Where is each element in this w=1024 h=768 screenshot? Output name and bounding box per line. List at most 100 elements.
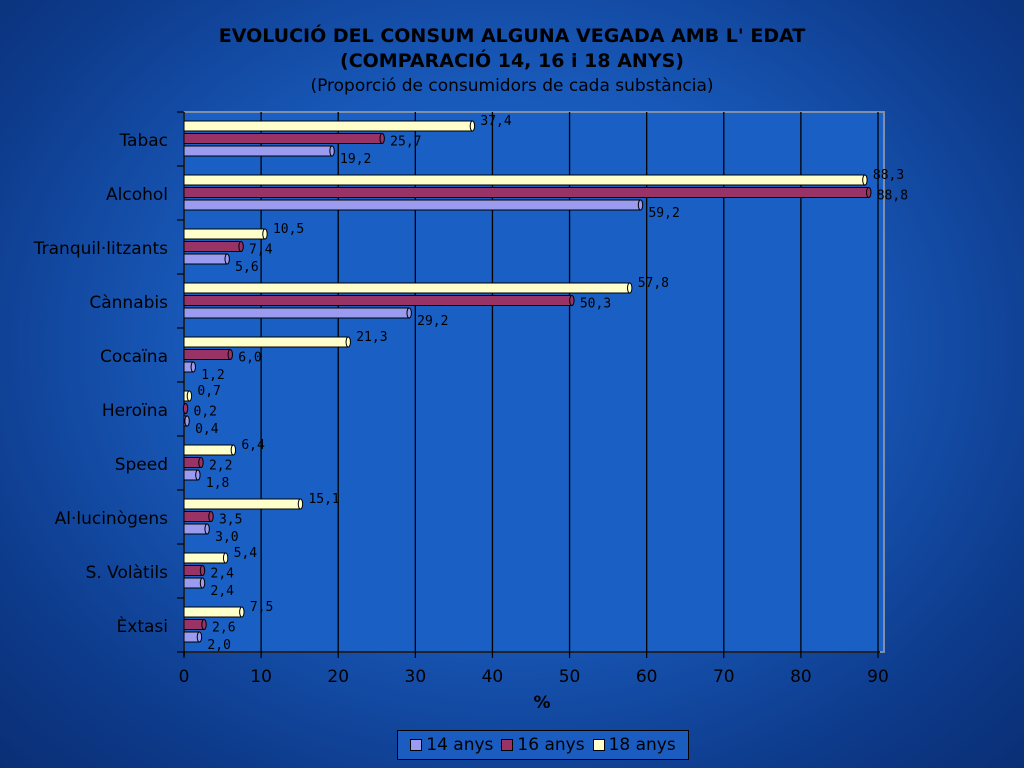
- bar-cap: [201, 619, 207, 630]
- category-label: Heroïna: [102, 401, 168, 421]
- data-label: 10,5: [273, 222, 304, 237]
- data-label: 2,4: [211, 567, 235, 582]
- x-axis-label: %: [533, 693, 550, 713]
- bar-16-anys: [183, 133, 383, 144]
- bar-18-anys: [183, 228, 266, 240]
- bar-14-anys: [183, 253, 228, 265]
- data-label: 50,3: [580, 297, 611, 312]
- legend-swatch-16: [501, 739, 514, 751]
- legend-swatch-14: [410, 739, 423, 751]
- data-label: 19,2: [340, 152, 371, 167]
- data-label: 88,3: [873, 168, 904, 183]
- category-label: Tabac: [118, 131, 168, 151]
- bar-cap: [345, 336, 351, 348]
- bar-18-anys: [183, 552, 227, 564]
- bar-cap: [230, 444, 237, 456]
- bar-16-anys: [183, 565, 204, 576]
- bar-cap: [238, 241, 244, 252]
- bar-14-anys: [183, 145, 333, 157]
- bar-cap: [208, 511, 214, 522]
- bar-cap: [227, 349, 233, 360]
- bar-cap: [199, 577, 206, 589]
- x-tick-label: 0: [179, 667, 190, 687]
- bar-14-anys: [183, 523, 208, 535]
- legend-item-14: 14 anys: [410, 735, 493, 755]
- x-tick-label: 40: [482, 667, 504, 687]
- bar-16-anys: [183, 511, 212, 522]
- bar-18-anys: [183, 336, 349, 348]
- bar-cap: [569, 295, 575, 306]
- x-tick-label: 30: [405, 667, 427, 687]
- data-label: 57,8: [638, 276, 669, 291]
- data-label: 88,8: [877, 189, 908, 204]
- data-label: 0,4: [195, 422, 219, 437]
- bar-cap: [239, 606, 245, 618]
- bar-18-anys: [183, 498, 301, 510]
- bar-cap: [469, 120, 476, 132]
- bar-18-anys: [183, 174, 866, 186]
- data-label: 21,3: [356, 330, 387, 345]
- data-label: 7,4: [249, 243, 273, 258]
- x-tick-label: 20: [327, 667, 349, 687]
- category-label: Al·lucinògens: [55, 509, 169, 529]
- data-label: 1,8: [206, 476, 229, 491]
- category-label: Cànnabis: [89, 293, 168, 313]
- data-label: 2,0: [207, 638, 230, 653]
- chart-title-block: EVOLUCIÓ DEL CONSUM ALGUNA VEGADA AMB L'…: [0, 24, 1024, 98]
- bar-cap: [379, 133, 385, 144]
- bar-cap: [862, 174, 868, 186]
- x-tick-label: 80: [790, 667, 812, 687]
- bar-cap: [262, 228, 268, 240]
- bar-cap: [204, 523, 210, 535]
- data-label: 25,7: [390, 135, 421, 150]
- category-label: Èxtasi: [117, 615, 168, 637]
- data-label: 0,7: [197, 384, 220, 399]
- bar-cap: [297, 498, 304, 510]
- data-label: 5,6: [235, 260, 258, 275]
- bar-cap: [406, 307, 412, 319]
- chart-subtitle: (Proporció de consumidors de cada substà…: [310, 76, 714, 96]
- legend-item-18: 18 anys: [592, 735, 676, 755]
- data-label: 6,4: [241, 438, 265, 453]
- category-label: Alcohol: [106, 185, 168, 205]
- x-tick-label: 70: [713, 667, 735, 687]
- bar-16-anys: [183, 187, 870, 198]
- bar-18-anys: [183, 282, 631, 294]
- legend-label-18: 18 anys: [608, 735, 676, 755]
- data-label: 59,2: [648, 206, 679, 221]
- bar-16-anys: [183, 349, 231, 360]
- data-label: 1,2: [201, 368, 224, 383]
- bar-cap: [182, 403, 189, 414]
- data-label: 3,5: [219, 513, 242, 528]
- bar-14-anys: [183, 307, 410, 319]
- bar-18-anys: [183, 606, 243, 618]
- data-label: 3,0: [215, 530, 238, 545]
- bar-cap: [198, 457, 204, 468]
- bar-cap: [184, 415, 190, 427]
- bar-16-anys: [183, 619, 205, 630]
- bar-cap: [186, 390, 193, 402]
- bar-cap: [222, 552, 229, 564]
- bar-cap: [637, 199, 644, 211]
- x-tick-label: 90: [867, 667, 889, 687]
- data-label: 2,4: [211, 584, 235, 599]
- bar-cap: [866, 187, 872, 198]
- category-label: Cocaïna: [100, 347, 168, 367]
- category-label: Tranquil·litzants: [33, 239, 168, 259]
- data-label: 0,2: [194, 405, 217, 420]
- legend-label-16: 16 anys: [517, 735, 585, 755]
- data-label: 2,6: [212, 621, 235, 636]
- bar-cap: [196, 631, 203, 643]
- bar-18-anys: [183, 120, 473, 132]
- legend-item-16: 16 anys: [501, 735, 585, 755]
- bar-cap: [195, 469, 201, 481]
- bar-cap: [199, 565, 206, 576]
- bar-cap: [627, 282, 633, 294]
- data-label: 2,2: [209, 459, 232, 474]
- bar-16-anys: [183, 295, 573, 306]
- chart-legend: 14 anys 16 anys 18 anys: [397, 730, 689, 760]
- bar-cap: [224, 253, 230, 265]
- data-label: 15,1: [308, 492, 339, 507]
- bar-cap: [190, 361, 196, 373]
